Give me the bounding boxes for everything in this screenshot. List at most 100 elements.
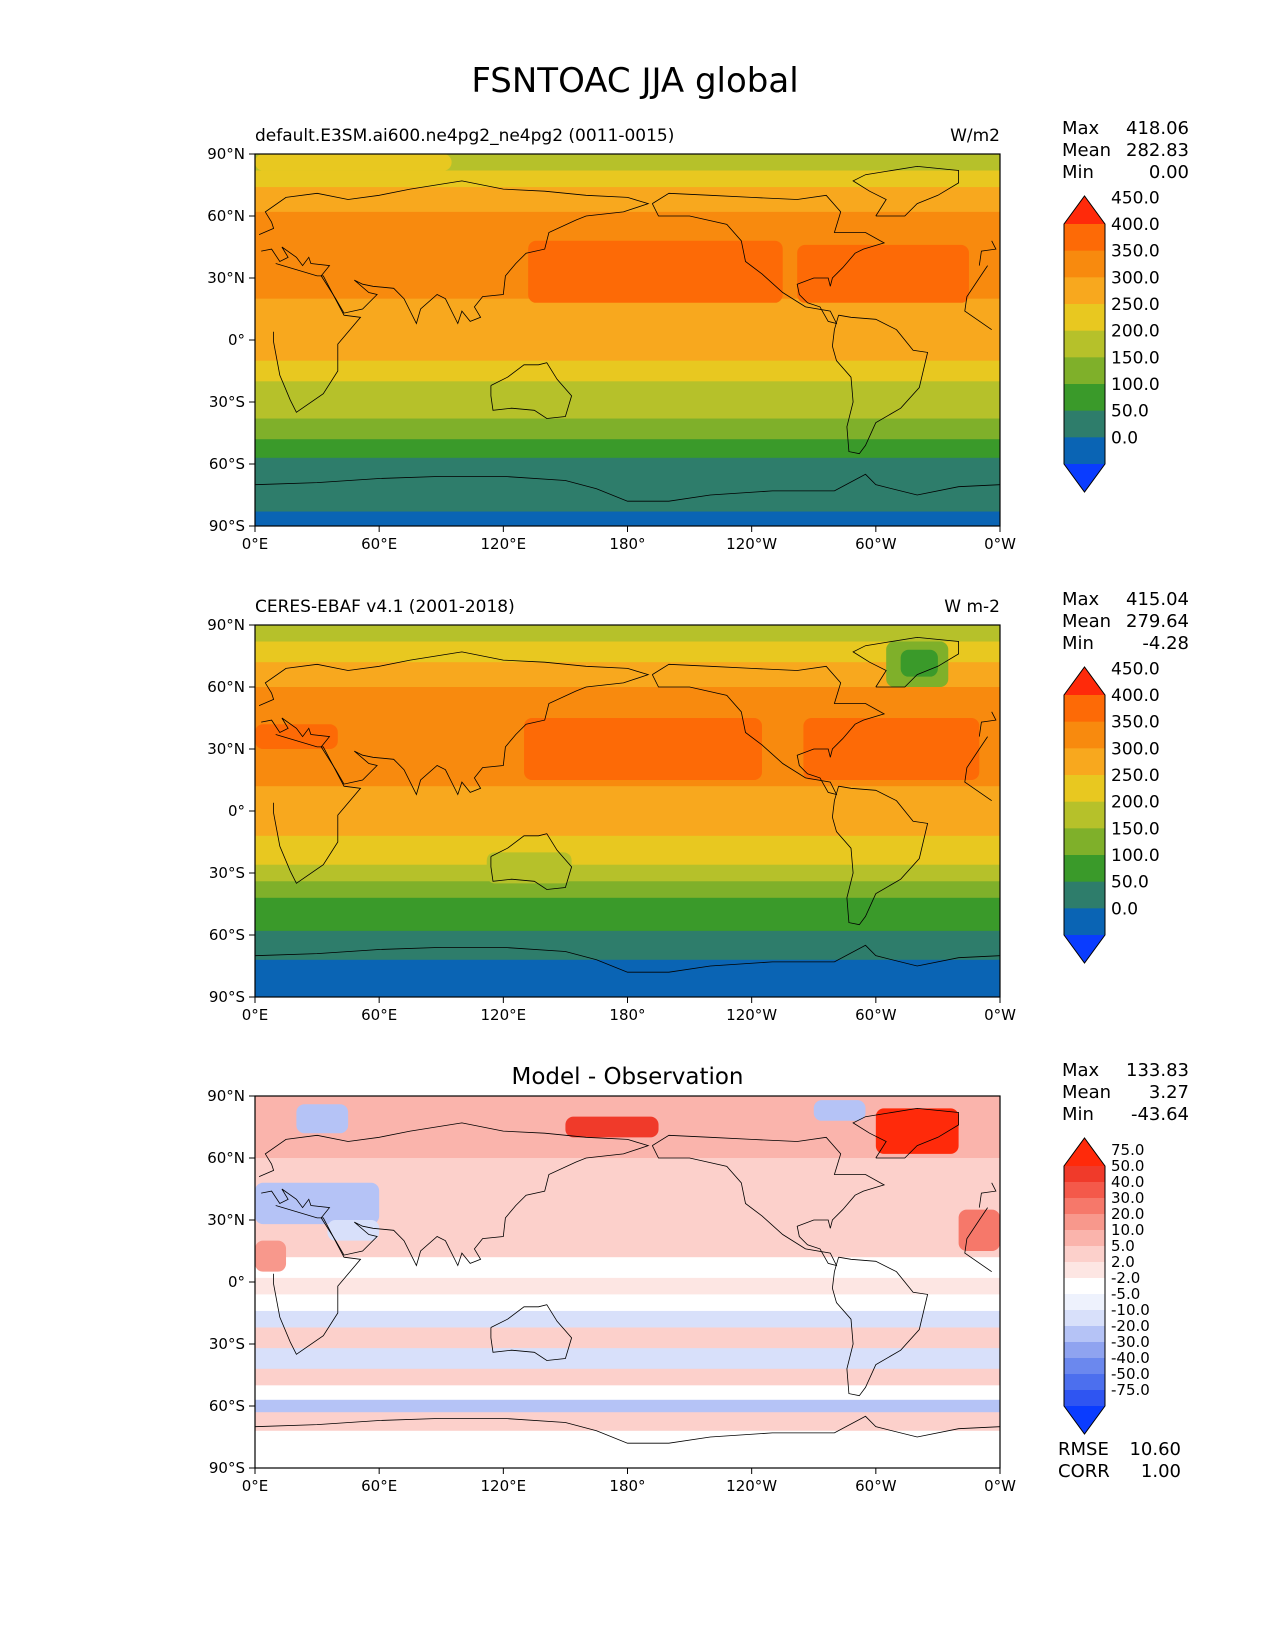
coastline bbox=[978, 1182, 997, 1208]
colorbar-segment bbox=[1064, 1230, 1105, 1247]
colorbar-label: 30.0 bbox=[1111, 1189, 1144, 1207]
panels: 90°N60°N30°N0°30°S60°S90°S0°E 60°E 120°E 18… bbox=[207, 118, 1189, 1495]
lat-tick-label: 30°N bbox=[207, 1211, 245, 1229]
coastline bbox=[651, 1134, 886, 1267]
contour-field bbox=[255, 154, 1000, 526]
lat-tick-label: 90°N bbox=[207, 616, 245, 634]
contour-band bbox=[255, 344, 1000, 362]
coastlines bbox=[255, 636, 1000, 973]
lon-tick-label: 60°E bbox=[361, 1477, 397, 1495]
colorbar-label: 200.0 bbox=[1111, 322, 1160, 342]
colorbar-label: 150.0 bbox=[1111, 819, 1160, 839]
colorbar-label: 250.0 bbox=[1111, 766, 1160, 786]
colorbar-label: 400.0 bbox=[1111, 686, 1160, 706]
stat-value: 0.00 bbox=[1149, 162, 1189, 183]
colorbar-label: 75.0 bbox=[1111, 1141, 1144, 1159]
colorbar-label: -2.0 bbox=[1111, 1269, 1140, 1287]
colorbar-label: 50.0 bbox=[1111, 402, 1149, 422]
colorbar: 0.0 50.0 100.0 150.0 200.0 250.0 300.0 350.0 400… bbox=[1063, 188, 1160, 493]
colorbar-label: 100.0 bbox=[1111, 846, 1160, 866]
colorbar-extend-top bbox=[1064, 667, 1105, 695]
colorbar-label: -40.0 bbox=[1111, 1349, 1150, 1367]
lon-tick-label: 60°W bbox=[855, 535, 897, 553]
panel-title-left: CERES-EBAF v4.1 (2001-2018) bbox=[255, 597, 515, 617]
lat-tick-label: 60°S bbox=[209, 1397, 245, 1415]
colorbar-label: 300.0 bbox=[1111, 739, 1160, 759]
lat-tick-label: 90°N bbox=[207, 1087, 245, 1105]
coastline bbox=[651, 663, 886, 796]
colorbar-segment bbox=[1064, 1198, 1105, 1215]
lat-tick-label: 0° bbox=[228, 331, 245, 349]
contour-band bbox=[255, 315, 1000, 345]
contour-band bbox=[255, 439, 1000, 459]
colorbar-label: -75.0 bbox=[1111, 1381, 1150, 1399]
stat-value: 3.27 bbox=[1149, 1082, 1189, 1103]
panel-title-left: default.E3SM.ai600.ne4pg2_ne4pg2 (0011-0… bbox=[255, 126, 674, 146]
colorbar-outline bbox=[1063, 1137, 1106, 1435]
contour-patch bbox=[900, 649, 938, 677]
colorbar: -75.0-50.0-40.0-30.0-20.0-10.0-5.0-2.02.… bbox=[1063, 1137, 1150, 1435]
contour-band bbox=[255, 864, 1000, 882]
lon-tick-label: 60°E bbox=[361, 1006, 397, 1024]
colorbar-label: -5.0 bbox=[1111, 1285, 1140, 1303]
colorbar-extend-top bbox=[1064, 196, 1105, 224]
lon-tick-label: 120°E bbox=[481, 535, 527, 553]
colorbar-label: 250.0 bbox=[1111, 295, 1160, 315]
stat-label: Min bbox=[1062, 633, 1094, 654]
stat-label: Mean bbox=[1062, 140, 1111, 161]
stat-label: Mean bbox=[1062, 611, 1111, 632]
colorbar-label: 350.0 bbox=[1111, 242, 1160, 262]
colorbar-segment bbox=[1064, 1182, 1105, 1199]
lon-tick-label: 120°E bbox=[481, 1006, 527, 1024]
colorbar-label: 5.0 bbox=[1111, 1237, 1135, 1255]
contour-band bbox=[255, 1277, 1000, 1295]
colorbar-segment bbox=[1064, 695, 1105, 723]
coastline bbox=[964, 736, 992, 802]
colorbar-segment bbox=[1064, 1246, 1105, 1263]
contour-band bbox=[255, 881, 1000, 899]
lat-tick-label: 30°S bbox=[209, 1335, 245, 1353]
lat-tick-label: 90°S bbox=[209, 988, 245, 1006]
contour-patch bbox=[255, 154, 452, 171]
contour-band bbox=[255, 641, 1000, 663]
contour-field bbox=[255, 625, 1000, 997]
rmse-value: 10.60 bbox=[1129, 1439, 1181, 1460]
coastline bbox=[490, 362, 573, 419]
coastline bbox=[490, 833, 573, 890]
contour-band bbox=[255, 811, 1000, 837]
map-panel-reference: 90°N 60°N 30°N 0° 30°S 60°S 90°S0°E 60°E 120°E 18… bbox=[207, 589, 1189, 1024]
contour-band bbox=[255, 511, 1000, 526]
lon-tick-label: 120°W bbox=[726, 1477, 777, 1495]
colorbar-segment bbox=[1064, 410, 1105, 438]
contour-patch bbox=[813, 1100, 866, 1121]
map-panel-test: 90°N 60°N 30°N 0° 30°S 60°S 90°S0°E 60°E 120°E 18… bbox=[207, 118, 1189, 553]
colorbar-label: -10.0 bbox=[1111, 1301, 1150, 1319]
contour-band bbox=[255, 1412, 1000, 1432]
coastline bbox=[978, 711, 997, 737]
lat-tick-label: 90°S bbox=[209, 517, 245, 535]
corr-value: 1.00 bbox=[1141, 1461, 1181, 1482]
stat-label: Max bbox=[1062, 589, 1100, 610]
colorbar-segment bbox=[1064, 1374, 1105, 1391]
lat-tick-label: 30°N bbox=[207, 740, 245, 758]
lon-tick-label: 120°E bbox=[481, 1477, 527, 1495]
colorbar-label: -30.0 bbox=[1111, 1333, 1150, 1351]
lat-tick-label: 60°N bbox=[207, 207, 245, 225]
lat-tick-label: 0° bbox=[228, 1273, 245, 1291]
colorbar-segment bbox=[1064, 437, 1105, 465]
coastline bbox=[255, 473, 1000, 502]
lat-tick-label: 0° bbox=[228, 802, 245, 820]
contour-patch bbox=[875, 1108, 959, 1154]
contour-patch bbox=[255, 1240, 287, 1272]
colorbar-label: 400.0 bbox=[1111, 215, 1160, 235]
colorbar-segment bbox=[1064, 1310, 1105, 1327]
contour-patch bbox=[524, 718, 763, 780]
contour-band bbox=[255, 1257, 1000, 1279]
colorbar-label: 50.0 bbox=[1111, 873, 1149, 893]
colorbar-outline bbox=[1063, 195, 1106, 493]
coastline bbox=[852, 636, 959, 688]
colorbar-segment bbox=[1064, 855, 1105, 883]
coastlines bbox=[255, 165, 1000, 502]
lon-tick-label: 120°W bbox=[726, 1006, 777, 1024]
colorbar-segment bbox=[1064, 1342, 1105, 1359]
